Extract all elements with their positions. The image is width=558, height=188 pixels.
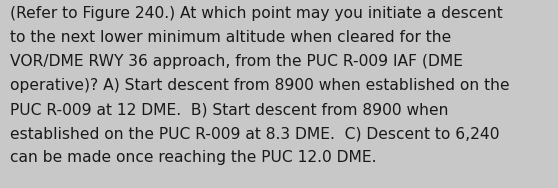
Text: (Refer to Figure 240.) At which point may you initiate a descent: (Refer to Figure 240.) At which point ma… — [10, 6, 503, 21]
Text: established on the PUC R-009 at 8.3 DME.  C) Descent to 6,240: established on the PUC R-009 at 8.3 DME.… — [10, 126, 499, 141]
Text: to the next lower minimum altitude when cleared for the: to the next lower minimum altitude when … — [10, 30, 451, 45]
Text: can be made once reaching the PUC 12.0 DME.: can be made once reaching the PUC 12.0 D… — [10, 150, 377, 165]
Text: PUC R-009 at 12 DME.  B) Start descent from 8900 when: PUC R-009 at 12 DME. B) Start descent fr… — [10, 102, 449, 117]
Text: VOR/DME RWY 36 approach, from the PUC R-009 IAF (DME: VOR/DME RWY 36 approach, from the PUC R-… — [10, 54, 463, 69]
Text: operative)? A) Start descent from 8900 when established on the: operative)? A) Start descent from 8900 w… — [10, 78, 509, 93]
